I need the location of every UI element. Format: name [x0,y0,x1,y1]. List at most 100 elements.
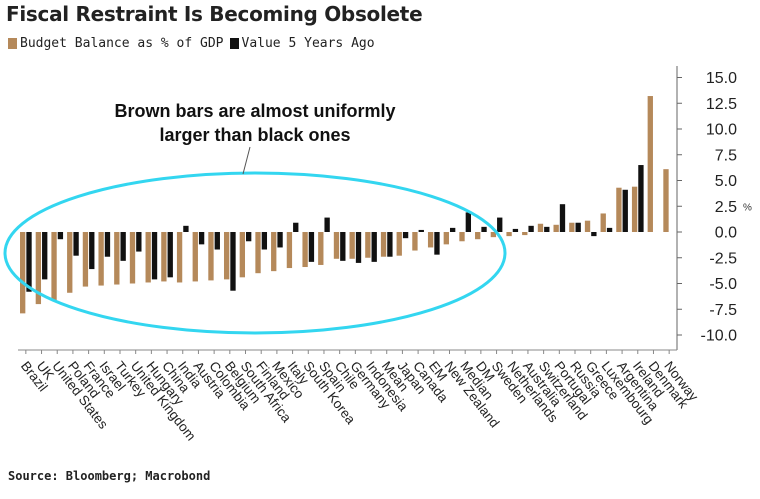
bar-5-years-ago-19 [324,217,330,232]
bar-5-years-ago-31 [512,228,519,232]
bar-5-years-ago-26 [434,232,440,255]
bar-5-years-ago-14 [246,232,252,242]
bar-budget-balance-2 [51,232,57,300]
y-tick-label: 12.5 [706,96,737,113]
bar-budget-balance-20 [333,232,340,259]
bar-budget-balance-10 [176,232,183,283]
bar-budget-balance-16 [271,232,277,272]
legend-label-budget-balance: Budget Balance as % of GDP [20,36,224,51]
bar-budget-balance-19 [318,232,324,265]
bar-budget-balance-7 [129,232,136,284]
bar-budget-balance-32 [522,232,528,236]
bar-5-years-ago-27 [449,227,456,232]
annotation-pointer-line [242,146,251,175]
bar-5-years-ago-17 [293,222,299,232]
bar-5-years-ago-1 [42,232,48,280]
bar-budget-balance-4 [82,232,89,287]
bar-5-years-ago-11 [198,232,205,245]
bar-budget-balance-14 [239,232,246,278]
bar-5-years-ago-12 [214,232,220,250]
bar-budget-balance-29 [475,232,481,240]
bar-5-years-ago-24 [402,232,409,239]
bar-5-years-ago-32 [528,225,534,232]
bar-budget-balance-24 [396,232,402,256]
bar-budget-balance-9 [161,232,167,282]
bar-budget-balance-22 [365,232,371,258]
bar-5-years-ago-5 [104,232,111,257]
y-tick-label: 0.0 [715,225,737,242]
bar-5-years-ago-6 [120,232,126,261]
y-tick-label: 10.0 [706,122,737,139]
bar-budget-balance-28 [459,232,465,242]
legend-swatch-black [229,38,239,49]
y-tick-label: -10.0 [701,328,738,345]
y-axis-ticks: 15.0 12.5 10.0 7.5 5.0 2.5 0.0 -2.5 -5.0 -7.5 -10.… [677,70,737,345]
y-tick-label: -5.0 [709,276,737,293]
bar-budget-balance-8 [145,232,151,283]
bar-budget-balance-31 [506,232,512,237]
bar-budget-balance-36 [584,220,591,232]
bar-5-years-ago-25 [418,229,424,232]
bar-budget-balance-34 [553,224,559,232]
bar-5-years-ago-39 [638,165,644,232]
legend-item-value-5-years-ago: Value 5 Years Ago [229,36,375,51]
bar-5-years-ago-34 [559,204,566,232]
bar-5-years-ago-10 [183,225,189,232]
y-axis-unit-label: % [743,202,752,213]
annotation-text-line-1: Brown bars are almost uniformly [114,101,395,121]
bar-budget-balance-12 [208,232,214,281]
bar-budget-balance-33 [537,223,544,232]
chart-legend: Budget Balance as % of GDP Value 5 Years… [8,36,381,51]
bar-budget-balance-40 [647,96,653,232]
bar-5-years-ago-8 [151,232,158,280]
bar-budget-balance-6 [114,232,120,285]
legend-label-value-5-years-ago: Value 5 Years Ago [241,36,375,51]
bar-5-years-ago-7 [136,232,142,252]
bar-budget-balance-38 [616,187,622,232]
bar-5-years-ago-37 [606,227,613,232]
bar-5-years-ago-28 [465,212,472,232]
bar-5-years-ago-38 [622,189,628,232]
annotation-ellipse [3,171,507,335]
bar-budget-balance-41 [663,169,669,232]
bar-budget-balance-35 [569,222,575,232]
bar-budget-balance-17 [286,232,293,269]
bar-budget-balance-1 [35,232,42,305]
bar-5-years-ago-30 [497,217,503,232]
bar-budget-balance-39 [631,186,638,232]
bar-budget-balance-0 [20,232,26,314]
bars-group [20,96,669,314]
y-tick-label: -7.5 [709,302,737,319]
bar-budget-balance-15 [255,232,261,274]
bar-5-years-ago-9 [167,232,173,278]
bar-budget-balance-26 [427,232,434,248]
bar-budget-balance-30 [490,232,497,238]
bar-budget-balance-11 [192,232,198,282]
legend-swatch-brown [8,38,17,49]
bar-5-years-ago-2 [57,232,64,240]
bar-5-years-ago-35 [575,222,581,232]
bar-5-years-ago-20 [340,232,346,261]
bar-5-years-ago-29 [481,226,487,232]
y-tick-label: 15.0 [706,70,737,87]
bar-budget-balance-37 [600,213,606,232]
bar-5-years-ago-21 [355,232,362,263]
y-tick-label: 5.0 [715,173,737,190]
annotation-text-line-2: larger than black ones [159,125,350,145]
bar-budget-balance-13 [223,232,230,280]
bar-budget-balance-27 [443,232,449,245]
bar-5-years-ago-13 [230,232,236,291]
bar-5-years-ago-36 [591,232,597,237]
bar-budget-balance-5 [98,232,104,286]
chart-title: Fiscal Restraint Is Becoming Obsolete [6,2,423,26]
y-tick-label: 7.5 [715,147,737,164]
bar-5-years-ago-23 [387,232,393,257]
bar-budget-balance-3 [67,232,73,293]
bar-5-years-ago-22 [371,232,377,262]
bar-5-years-ago-33 [544,226,550,232]
bar-5-years-ago-0 [26,232,32,292]
source-note: Source: Bloomberg; Macrobond [8,469,211,483]
bar-budget-balance-21 [349,232,355,259]
